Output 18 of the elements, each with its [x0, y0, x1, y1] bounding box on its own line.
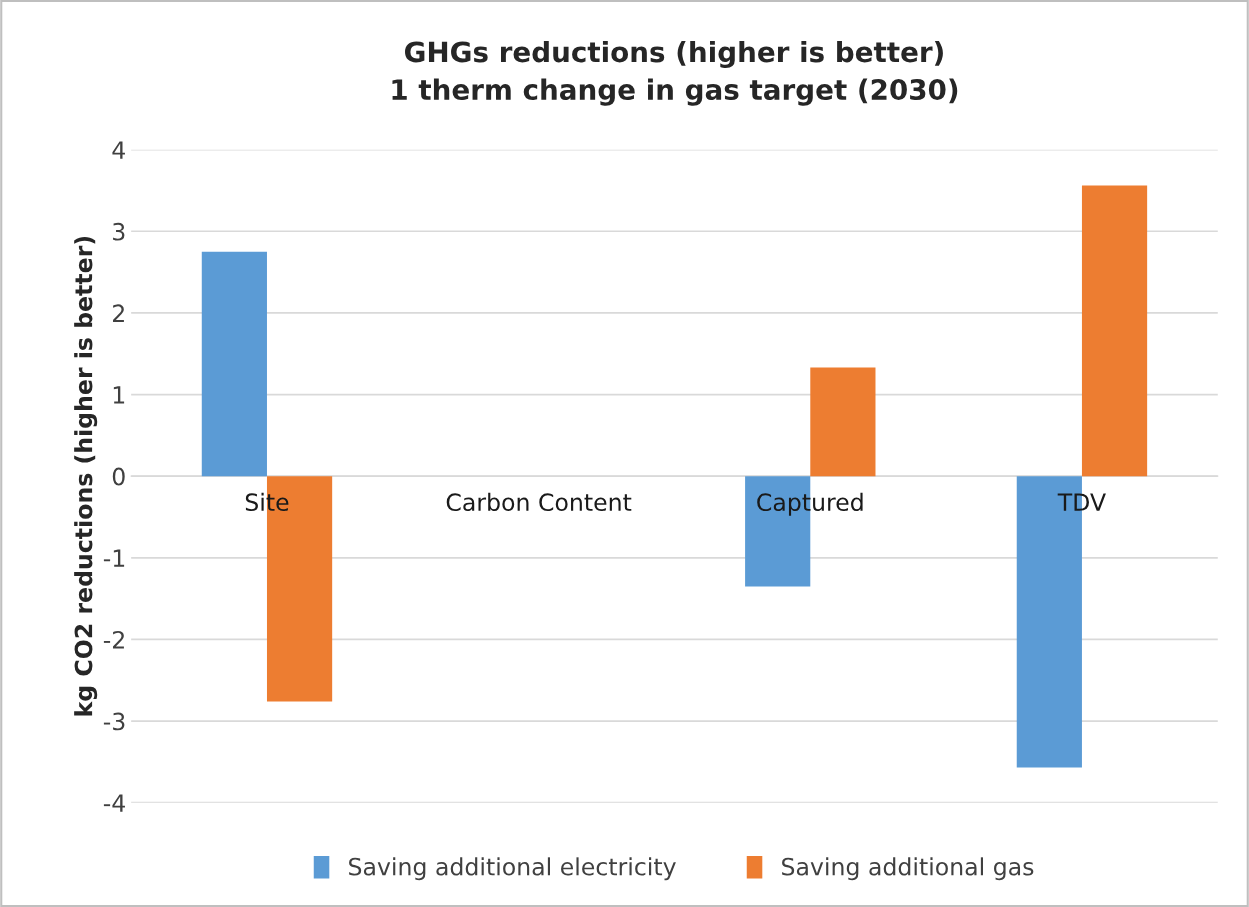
y-axis-title: kg CO2 reductions (higher is better)	[74, 236, 98, 716]
y-tick-label: -3	[103, 712, 125, 731]
y-tick-label: -1	[103, 549, 125, 567]
chart-title: GHGs reductions (higher is better) 1 therm change in gas target (2030)	[392, 40, 958, 106]
x-tick-label: Carbon Content	[446, 492, 632, 512]
y-tick-label: 2	[112, 304, 124, 322]
y-tick-label: -4	[103, 794, 125, 812]
bar	[1081, 185, 1148, 477]
y-tick-label: 0	[112, 467, 125, 486]
x-tick-label: Captured	[757, 492, 863, 516]
bar	[201, 251, 267, 477]
legend-label: Saving additional electricity	[349, 857, 676, 881]
y-tick-label: 3	[113, 222, 125, 241]
y-tick-label: 4	[112, 141, 125, 159]
bar	[810, 367, 876, 477]
y-tick-label: -2	[103, 630, 124, 649]
legend-label: Saving additional gas	[782, 857, 1034, 881]
y-tick-label: 1	[113, 386, 125, 404]
